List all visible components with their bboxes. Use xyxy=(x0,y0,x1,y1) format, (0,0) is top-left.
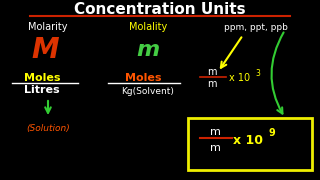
Text: m: m xyxy=(136,40,160,60)
Text: Moles: Moles xyxy=(125,73,161,83)
Text: Moles: Moles xyxy=(24,73,60,83)
Text: m: m xyxy=(207,79,217,89)
Text: Molarity: Molarity xyxy=(28,22,68,32)
Text: (Solution): (Solution) xyxy=(26,123,70,132)
Text: m: m xyxy=(210,127,220,137)
Text: x 10: x 10 xyxy=(229,73,251,83)
Text: Molality: Molality xyxy=(129,22,167,32)
Text: 9: 9 xyxy=(268,128,276,138)
Text: m: m xyxy=(210,143,220,153)
Text: Kg(Solvent): Kg(Solvent) xyxy=(122,87,174,96)
Text: M: M xyxy=(31,36,59,64)
Text: Litres: Litres xyxy=(24,85,60,95)
Text: x 10: x 10 xyxy=(233,134,263,147)
Text: Concentration Units: Concentration Units xyxy=(74,3,246,17)
Text: ppm, ppt, ppb: ppm, ppt, ppb xyxy=(224,22,288,32)
Text: m: m xyxy=(207,67,217,77)
Text: 3: 3 xyxy=(256,69,260,78)
Bar xyxy=(188,118,312,170)
